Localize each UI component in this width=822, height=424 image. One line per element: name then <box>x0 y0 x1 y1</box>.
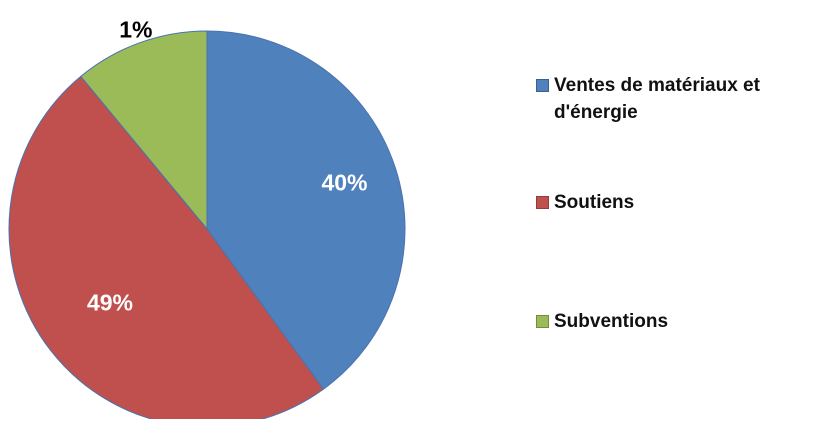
slice-ventes <box>206 30 406 390</box>
slice-subventions <box>80 30 208 231</box>
data-label-ventes: 40% <box>321 169 367 195</box>
legend-swatch-ventes <box>536 79 549 92</box>
legend-label-ventes: Ventes de matériaux et d'énergie <box>554 75 760 123</box>
legend-label-subventions: Subventions <box>554 311 669 332</box>
pie-data-labels: 40% 49% 1% <box>87 17 368 316</box>
legend-swatch-soutiens <box>536 196 549 209</box>
legend-item-subventions: Subventions <box>536 308 814 335</box>
data-label-subventions: 1% <box>119 17 152 43</box>
data-label-soutiens: 49% <box>87 289 133 315</box>
legend-item-soutiens: Soutiens <box>536 189 814 216</box>
legend-swatch-subventions <box>536 315 549 328</box>
pie-slices <box>8 30 406 424</box>
legend-label-soutiens: Soutiens <box>554 192 635 213</box>
legend-item-ventes: Ventes de matériaux et d'énergie <box>536 72 814 126</box>
